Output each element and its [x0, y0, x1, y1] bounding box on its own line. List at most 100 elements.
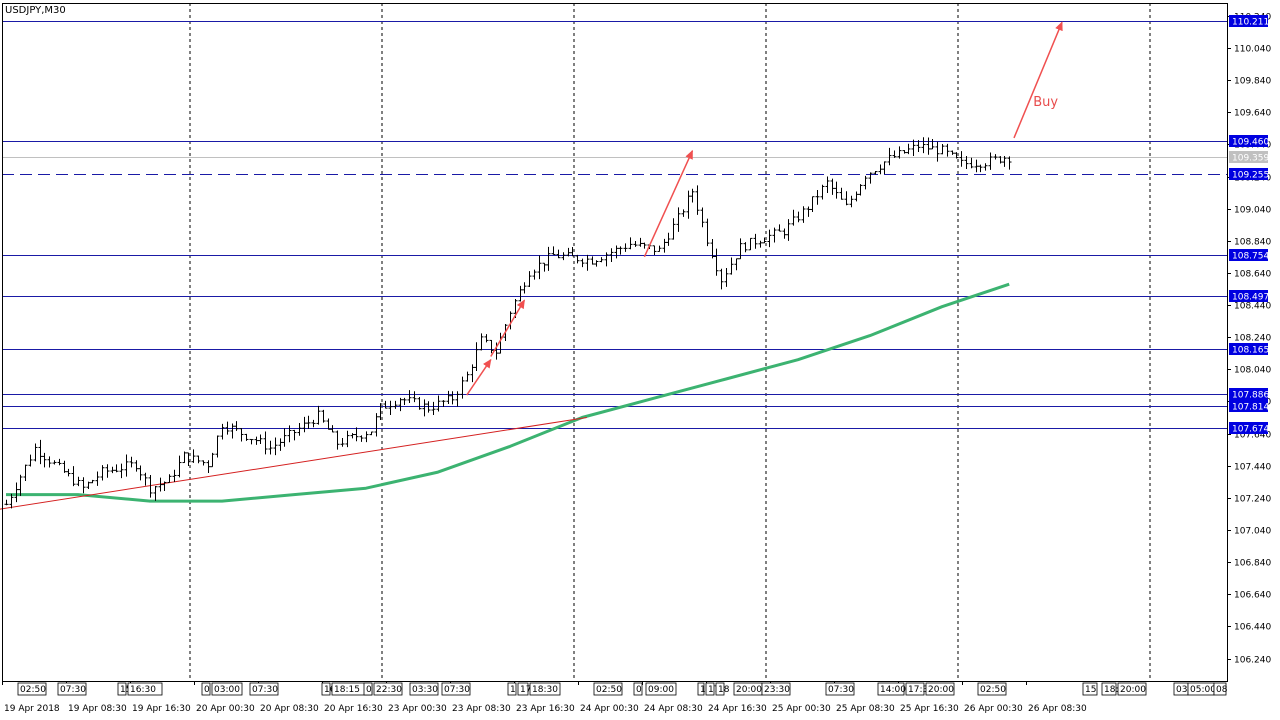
- candle: [417, 397, 422, 410]
- candle: [326, 418, 331, 430]
- candle: [441, 400, 446, 407]
- time-marker-label: 03:00: [214, 685, 240, 695]
- candle: [374, 413, 379, 437]
- time-marker-box: [363, 682, 373, 696]
- x-tick-label: 20 Apr 08:30: [260, 704, 319, 714]
- time-marker-label: 0: [636, 685, 642, 695]
- candle: [220, 423, 225, 440]
- candle: [340, 438, 345, 447]
- candle: [177, 455, 182, 478]
- candle: [878, 164, 883, 175]
- candle: [570, 247, 575, 257]
- time-marker: 18:: [1101, 682, 1118, 696]
- candle: [23, 464, 28, 482]
- time-marker: 07:30: [441, 682, 471, 696]
- time-marker-box: [645, 682, 677, 696]
- candle: [254, 436, 259, 445]
- candle: [594, 260, 599, 267]
- signal-arrow: [643, 149, 694, 258]
- candle: [258, 434, 263, 444]
- time-marker: 20:00: [925, 682, 955, 696]
- time-marker-label: 03:: [1176, 685, 1190, 695]
- signal-arrow: [466, 358, 492, 396]
- time-marker-box: [905, 682, 925, 696]
- candle: [796, 211, 801, 223]
- candle: [62, 460, 67, 473]
- candle: [897, 146, 902, 159]
- level-price-label: 108.165: [1232, 346, 1269, 356]
- time-marker: 09:00: [645, 682, 677, 696]
- y-tick-label: 106.640: [1234, 591, 1271, 601]
- time-marker-label: 22:30: [376, 685, 402, 695]
- candle: [998, 156, 1003, 164]
- level-lines: [2, 21, 1227, 429]
- candle: [306, 415, 311, 429]
- x-tick-label: 25 Apr 00:30: [772, 704, 831, 714]
- candle: [330, 425, 335, 433]
- candle: [561, 252, 566, 261]
- candle: [887, 147, 892, 166]
- time-marker-label: 08: [1216, 685, 1228, 695]
- candle: [196, 455, 201, 464]
- candle: [806, 206, 811, 217]
- candle: [1002, 156, 1007, 167]
- x-tick-label: 20 Apr 16:30: [324, 704, 383, 714]
- candle: [964, 156, 969, 170]
- time-marker: 1: [507, 682, 517, 696]
- time-marker-box: [17, 682, 47, 696]
- time-marker-box: [697, 682, 705, 696]
- x-tick-label: 19 Apr 2018: [4, 704, 60, 714]
- candle: [599, 257, 604, 263]
- x-tick-label: 25 Apr 16:30: [900, 704, 959, 714]
- y-tick-label: 108.440: [1234, 302, 1271, 312]
- candle: [652, 245, 657, 256]
- candle: [522, 282, 527, 294]
- time-marker: 05:00: [1187, 682, 1216, 696]
- x-tick-label: 23 Apr 00:30: [388, 704, 447, 714]
- time-marker: 16:30: [127, 682, 163, 696]
- candle: [138, 465, 143, 481]
- time-marker-label: 0: [204, 685, 210, 695]
- candle: [52, 460, 57, 465]
- candle: [393, 400, 398, 409]
- candle: [786, 219, 791, 241]
- candle: [383, 400, 388, 409]
- time-marker-box: [633, 682, 643, 696]
- candle: [148, 474, 153, 498]
- time-marker-box: [593, 682, 623, 696]
- candle: [124, 454, 129, 477]
- candle: [546, 246, 551, 271]
- candle: [100, 465, 105, 481]
- candle: [359, 435, 364, 442]
- candle: [849, 195, 854, 208]
- candle: [839, 187, 844, 200]
- time-marker: 0: [363, 682, 373, 696]
- candle: [201, 460, 206, 466]
- candle: [268, 440, 273, 455]
- candle: [585, 254, 590, 271]
- candle: [215, 435, 220, 458]
- candle: [935, 141, 940, 162]
- time-marker-label: 03:30: [412, 685, 438, 695]
- candle: [666, 232, 671, 246]
- candle: [244, 433, 249, 441]
- candle: [110, 466, 115, 474]
- time-marker-box: [507, 682, 517, 696]
- candle: [974, 159, 979, 173]
- candle: [460, 376, 465, 399]
- time-marker-label: 07:30: [60, 685, 86, 695]
- candle: [38, 439, 43, 465]
- candle: [676, 207, 681, 232]
- candle: [474, 342, 479, 372]
- time-marker: 16: [321, 682, 336, 696]
- candle: [292, 429, 297, 441]
- time-marker-box: [321, 682, 331, 696]
- candle: [714, 248, 719, 276]
- time-marker: 18:30: [529, 682, 561, 696]
- candle: [465, 371, 470, 382]
- time-marker-box: [1101, 682, 1117, 696]
- time-marker-label: 16: [324, 685, 336, 695]
- current-price-label-bg: [1229, 151, 1268, 163]
- candle: [191, 449, 196, 463]
